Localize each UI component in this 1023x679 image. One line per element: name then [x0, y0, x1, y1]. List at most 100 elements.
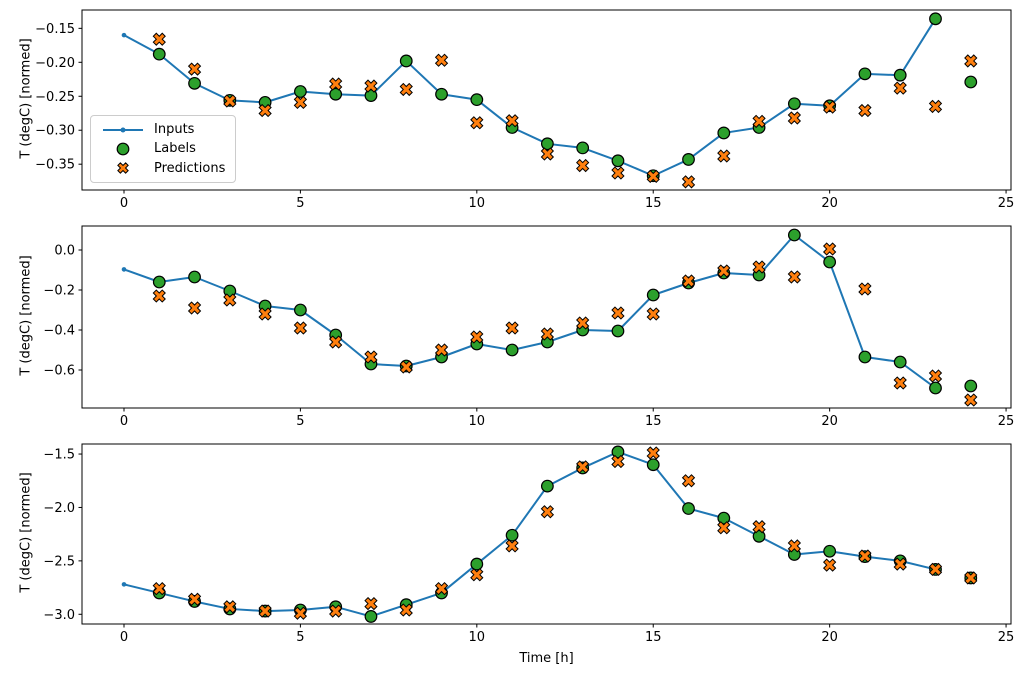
prediction-marker [434, 581, 449, 596]
prediction-marker [293, 95, 308, 110]
x-tick-label: 5 [296, 414, 304, 429]
prediction-marker [928, 562, 943, 577]
prediction-marker [964, 571, 978, 585]
label-marker [787, 97, 801, 111]
label-marker [152, 47, 166, 61]
label-marker [294, 303, 307, 317]
label-marker [188, 76, 201, 90]
x-tick-label: 25 [998, 630, 1015, 645]
x-tick-label: 15 [645, 630, 662, 645]
axes-frame [81, 225, 1012, 409]
x-tick-label: 10 [469, 196, 486, 211]
label-marker [152, 275, 166, 289]
label-marker [364, 89, 378, 102]
prediction-marker [505, 114, 519, 128]
prediction-marker [646, 446, 660, 460]
prediction-marker [893, 557, 907, 571]
subplot-2: 0 5 10 15 20 25 0.0 −0.2 −0.4 −0.6 [43, 225, 1015, 429]
prediction-marker [717, 521, 731, 535]
label-marker [611, 154, 625, 168]
y-axis-label-subplot-2: T (degC) [normed] [18, 255, 34, 376]
prediction-marker [152, 32, 166, 46]
prediction-marker [787, 539, 802, 553]
y-tick-label: −0.25 [35, 90, 75, 105]
axes-frame [81, 443, 1012, 625]
label-marker [929, 381, 942, 395]
x-axis-label: Time [h] [519, 651, 574, 666]
prediction-marker [434, 53, 449, 67]
label-marker [823, 544, 837, 558]
prediction-marker [470, 116, 484, 130]
prediction-marker [576, 316, 590, 330]
label-marker [964, 379, 978, 393]
x-tick-label: 10 [469, 414, 486, 429]
prediction-marker [787, 111, 802, 125]
prediction-marker [470, 330, 484, 344]
label-marker [540, 137, 554, 151]
prediction-marker [258, 103, 272, 118]
prediction-marker [928, 99, 943, 114]
label-marker [329, 87, 343, 101]
prediction-marker [293, 321, 308, 335]
legend-item-predictions: Predictions [101, 159, 225, 178]
prediction-marker [223, 600, 237, 614]
label-marker [505, 528, 519, 542]
label-marker [682, 153, 695, 166]
prediction-marker [152, 289, 166, 303]
prediction-marker [399, 360, 413, 374]
prediction-marker [152, 581, 166, 596]
prediction-marker [187, 62, 202, 76]
inputs-line [122, 234, 937, 389]
prediction-marker [611, 306, 625, 320]
label-marker [858, 67, 872, 81]
label-marker [646, 288, 660, 302]
axes-frame [81, 9, 1012, 191]
prediction-marker [576, 460, 590, 474]
legend-label-predictions: Predictions [154, 160, 226, 176]
x-tick-label: 25 [998, 414, 1015, 429]
prediction-marker [822, 242, 837, 256]
prediction-marker [187, 592, 202, 606]
prediction-marker [964, 54, 978, 68]
x-tick-label: 20 [821, 630, 838, 645]
prediction-marker [858, 282, 872, 296]
legend-label-labels: Labels [154, 141, 196, 157]
inputs-line [122, 450, 937, 618]
prediction-marker [858, 549, 872, 563]
input-point [121, 267, 127, 272]
prediction-marker [470, 568, 484, 582]
label-marker [893, 355, 907, 369]
x-tick-label: 0 [120, 630, 128, 645]
x-tick-label: 0 [120, 196, 128, 211]
label-marker [364, 610, 378, 623]
y-tick-label: −1.5 [43, 448, 75, 463]
prediction-marker [293, 606, 308, 620]
prediction-marker [540, 505, 555, 519]
y-tick-label: −0.6 [43, 364, 75, 379]
prediction-marker [399, 603, 413, 617]
y-tick-label: −2.5 [43, 554, 75, 569]
prediction-marker [752, 114, 766, 129]
prediction-marker [681, 175, 696, 189]
x-tick-label: 5 [296, 196, 304, 211]
x-tick-label: 20 [821, 196, 838, 211]
prediction-marker [893, 81, 907, 95]
label-marker [752, 529, 766, 543]
labels-marker-icon [116, 142, 130, 156]
prediction-marker [364, 79, 378, 93]
prediction-marker [964, 393, 978, 407]
label-marker [294, 85, 307, 98]
x-tick-label: 10 [469, 630, 486, 645]
inputs-line [122, 17, 937, 177]
prediction-marker [364, 596, 378, 611]
y-axis-label-subplot-1: T (degC) [normed] [18, 38, 34, 159]
label-marker [682, 502, 695, 515]
prediction-marker [822, 558, 837, 572]
prediction-marker [540, 147, 555, 161]
x-tick-label: 0 [120, 414, 128, 429]
x-tick-label: 20 [821, 414, 838, 429]
prediction-marker [329, 604, 343, 618]
prediction-marker [399, 82, 413, 97]
